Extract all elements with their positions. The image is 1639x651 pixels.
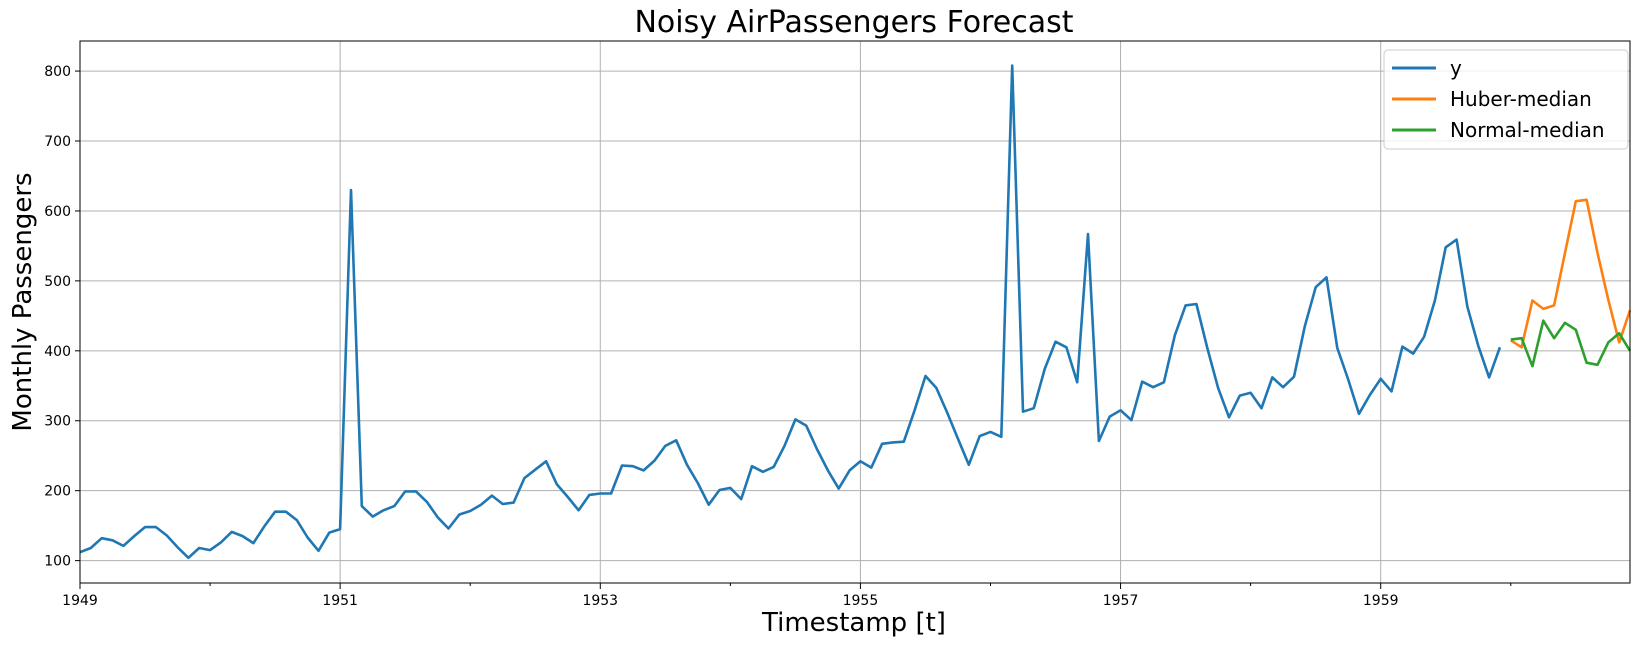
legend-label-huber-median: Huber-median	[1450, 87, 1592, 111]
chart-title: Noisy AirPassengers Forecast	[634, 5, 1073, 40]
series-lines	[79, 64, 1632, 560]
series-line-huber-median	[1510, 198, 1632, 349]
y-tick-label: 800	[44, 64, 71, 80]
legend-box	[1383, 49, 1629, 150]
legend-label-normal-median: Normal-median	[1450, 118, 1605, 142]
series-line-y	[79, 64, 1502, 560]
y-tick-label: 400	[44, 344, 71, 360]
y-tick-label: 700	[44, 134, 71, 150]
y-tick-label: 200	[44, 484, 71, 500]
x-tick-label: 1953	[582, 593, 618, 609]
legend: y Huber-median Normal-median	[1383, 49, 1629, 150]
y-tick-label: 500	[44, 274, 71, 290]
legend-label-y: y	[1450, 56, 1462, 80]
plot-frame	[79, 40, 1631, 584]
y-tick-label: 600	[44, 204, 71, 220]
y-tick-label: 300	[44, 414, 71, 430]
x-tick-label: 1957	[1103, 593, 1139, 609]
x-tick-label: 1949	[62, 593, 98, 609]
x-tick-label: 1955	[843, 593, 879, 609]
x-tick-label: 1959	[1363, 593, 1399, 609]
x-axis-label: Timestamp [t]	[761, 608, 946, 638]
axes: 100 200 300 400 500 600 700 800 1949 1951 1953 1955…	[44, 64, 1512, 609]
y-axis-label: Monthly Passengers	[8, 172, 38, 431]
series-line-normal-median	[1510, 319, 1632, 368]
x-tick-label: 1951	[322, 593, 358, 609]
y-tick-label: 100	[44, 554, 71, 570]
